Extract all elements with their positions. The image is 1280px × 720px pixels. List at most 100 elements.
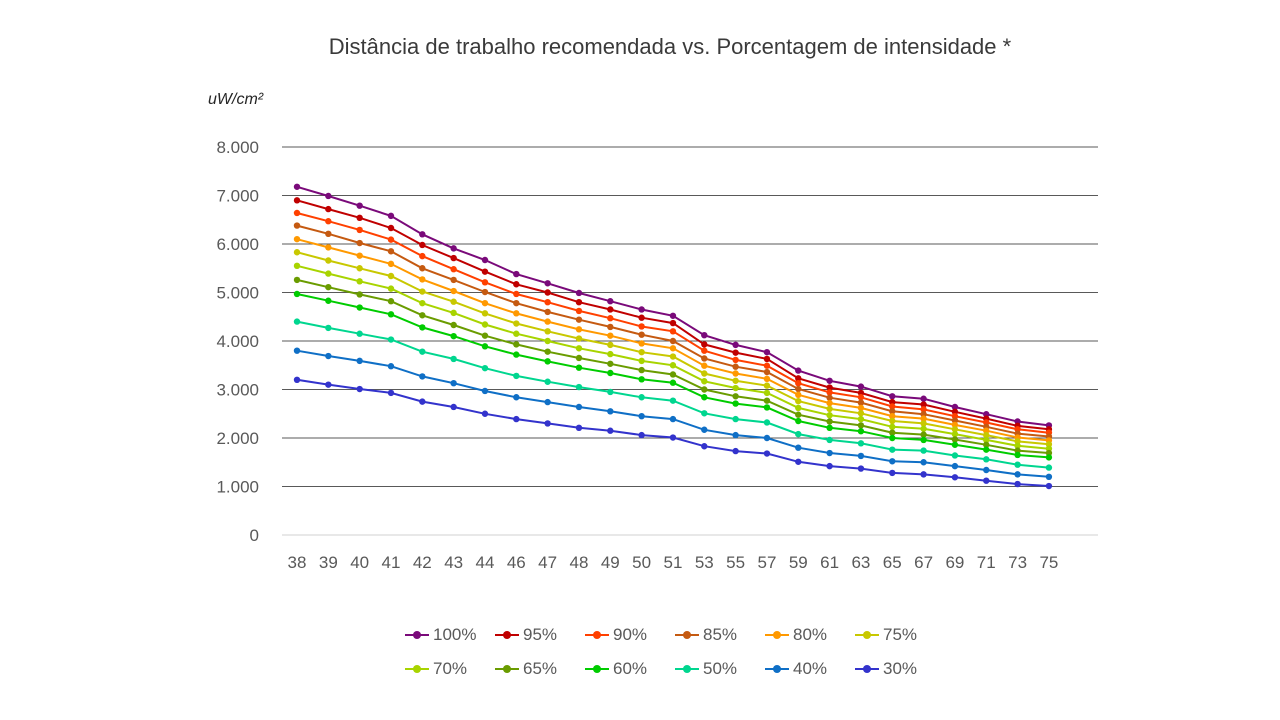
data-point [1045, 473, 1053, 480]
data-point [607, 332, 614, 339]
data-point [889, 434, 896, 442]
data-point [575, 403, 583, 411]
data-point [826, 405, 833, 413]
legend-swatch-icon [585, 664, 609, 674]
data-point [293, 249, 301, 256]
data-point [450, 379, 457, 387]
x-tick-label: 69 [945, 553, 964, 572]
x-tick-label: 44 [476, 553, 495, 572]
data-point [293, 376, 301, 383]
data-point [889, 423, 896, 431]
data-point [795, 411, 802, 418]
y-tick-label: 3.000 [216, 381, 259, 400]
data-point [889, 469, 896, 477]
data-point [544, 299, 551, 306]
data-point [920, 471, 927, 478]
data-point [701, 362, 708, 369]
x-tick-label: 61 [820, 553, 839, 572]
data-point [544, 337, 551, 345]
data-point [983, 436, 990, 444]
data-point [544, 420, 551, 427]
data-point [701, 370, 708, 377]
data-point [638, 340, 645, 347]
data-point [356, 304, 363, 311]
data-point [607, 323, 614, 331]
legend-label: 40% [793, 659, 828, 678]
data-point [826, 394, 833, 401]
data-point [419, 398, 426, 405]
data-point [481, 387, 489, 395]
data-point [638, 357, 645, 365]
data-point [732, 341, 739, 349]
data-point [544, 378, 551, 385]
data-point [669, 397, 677, 404]
data-point [481, 332, 489, 339]
data-point [732, 349, 739, 356]
data-point [419, 373, 426, 380]
data-point [419, 324, 426, 331]
data-point [983, 477, 990, 484]
data-point [419, 288, 426, 295]
data-point [701, 410, 708, 417]
data-point [951, 403, 959, 411]
data-point [763, 348, 771, 356]
data-point [857, 383, 865, 390]
data-point [857, 452, 865, 460]
data-point [951, 441, 959, 448]
legend-swatch-icon [405, 630, 429, 640]
data-point [325, 270, 332, 277]
data-point [1014, 442, 1021, 449]
data-point [293, 235, 301, 243]
data-point [356, 226, 363, 234]
data-point [513, 351, 520, 358]
data-point [1014, 451, 1021, 459]
data-point [732, 370, 739, 377]
data-point [575, 354, 583, 362]
data-point [607, 427, 614, 434]
legend-item: 85% [675, 625, 765, 645]
legend-item: 70% [405, 659, 495, 679]
data-point [607, 408, 614, 415]
data-point [419, 241, 426, 249]
y-tick-label: 6.000 [216, 235, 259, 254]
data-point [293, 183, 301, 190]
x-tick-label: 65 [883, 553, 902, 572]
data-point [544, 348, 551, 355]
data-point [920, 447, 927, 454]
data-point [544, 308, 551, 316]
data-point [795, 367, 802, 374]
data-point [575, 364, 583, 371]
data-point [826, 462, 833, 470]
data-point [857, 404, 865, 412]
data-point [889, 393, 896, 400]
data-point [638, 412, 645, 420]
data-point [575, 289, 583, 297]
data-point [325, 230, 332, 238]
data-point [293, 197, 301, 204]
data-point [513, 310, 520, 317]
data-point [983, 431, 990, 439]
data-point [732, 447, 739, 455]
data-point [795, 417, 802, 425]
data-point [857, 465, 865, 472]
data-point [387, 311, 395, 318]
data-point [387, 248, 395, 255]
y-axis-label: uW/cm² [208, 91, 264, 108]
x-tick-label: 48 [570, 553, 589, 572]
data-point [1014, 480, 1021, 488]
data-point [795, 397, 802, 405]
y-tick-label: 1.000 [216, 478, 259, 497]
data-point [795, 430, 802, 438]
data-point [1014, 461, 1021, 468]
data-point [325, 297, 332, 304]
data-point [481, 310, 489, 317]
y-tick-label: 4.000 [216, 332, 259, 351]
data-point [638, 394, 645, 401]
x-tick-label: 75 [1039, 553, 1058, 572]
data-point [763, 397, 771, 404]
legend-swatch-icon [495, 664, 519, 674]
data-point [387, 363, 395, 370]
data-point [638, 306, 645, 313]
data-point [889, 458, 896, 465]
series-80-pct [293, 235, 1053, 444]
